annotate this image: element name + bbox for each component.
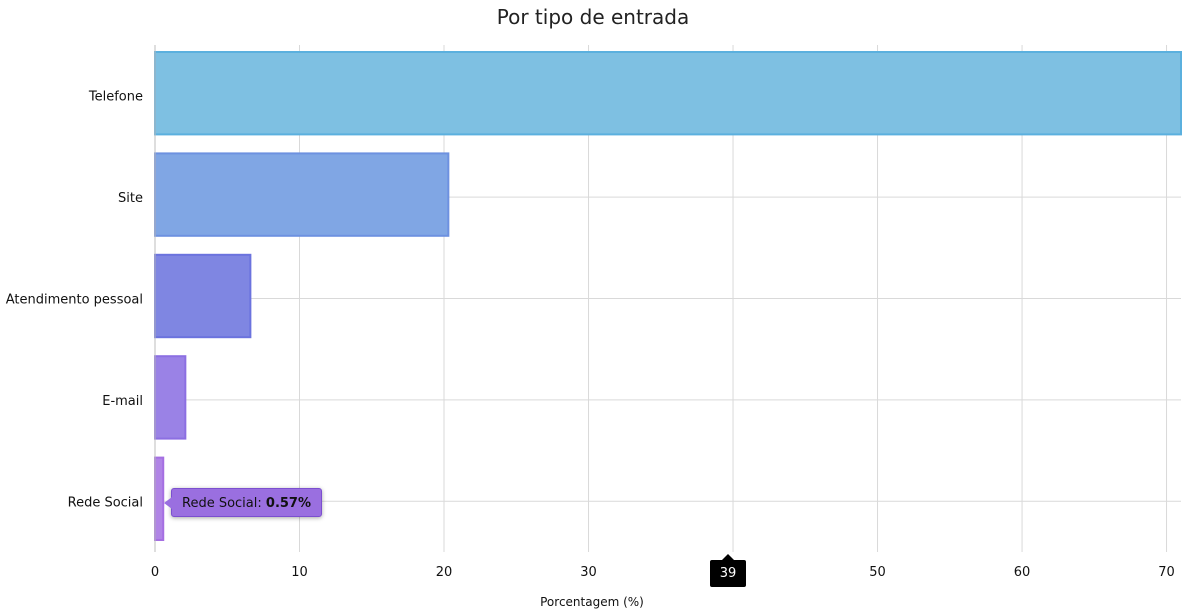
chart-title: Por tipo de entrada [496,5,690,29]
category-label: Site [118,191,143,206]
x-tick-label: 10 [291,565,308,580]
cursor-value-badge: 39 [710,554,746,587]
bar [154,456,165,542]
bar [154,51,1182,136]
tooltip-value: 0.57% [265,496,312,511]
x-tick-label: 0 [151,565,159,580]
category-label: Rede Social [68,495,143,510]
x-tick-label: 50 [869,565,886,580]
category-label: Atendimento pessoal [6,293,143,308]
x-tick-label: 30 [580,565,597,580]
bar [154,253,252,339]
category-label: E-mail [102,394,143,409]
bar [154,152,450,237]
category-label: Telefone [88,90,143,105]
bar [154,355,187,440]
tooltip: Rede Social: 0.57% [163,488,323,517]
x-tick-label: 70 [1158,565,1175,580]
tooltip-label: Rede Social: [182,496,262,511]
x-tick-label: 60 [1014,565,1031,580]
x-tick-label: 20 [436,565,453,580]
x-axis-label: Porcentagem (%) [540,595,644,609]
